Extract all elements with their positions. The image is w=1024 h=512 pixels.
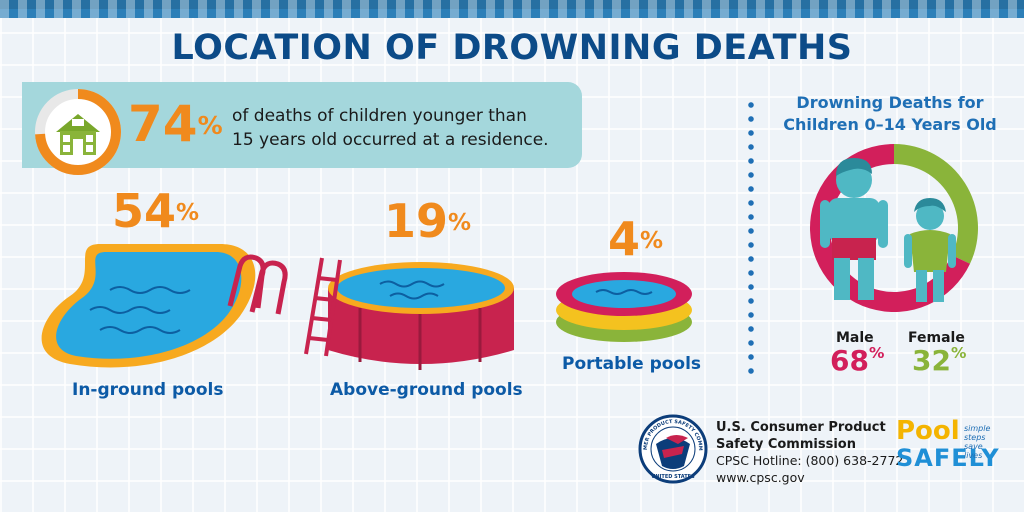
portable-label: Portable pools [562, 354, 702, 374]
house-icon [56, 114, 100, 155]
male-label: Male [836, 330, 874, 346]
residence-description: of deaths of children younger than 15 ye… [232, 106, 549, 150]
cpsc-contact-info: U.S. Consumer Product Safety Commission … [716, 420, 904, 485]
cpsc-seal-logo: CONSUMER PRODUCT SAFETY COMMISSION UNITE… [638, 414, 708, 484]
svg-text:UNITED STATES: UNITED STATES [651, 474, 695, 480]
page-title: LOCATION OF DROWNING DEATHS [171, 28, 853, 68]
pool-safely-logo: Pool simple steps save lives SAFELY [896, 416, 1000, 472]
above-ground-label: Above-ground pools [330, 380, 523, 400]
in-ground-percentage: 54% [112, 184, 200, 238]
above-ground-pool-illustration [304, 257, 514, 370]
male-percentage: 68% [830, 344, 885, 377]
gender-chart-title: Drowning Deaths for Children 0–14 Years … [783, 93, 997, 134]
female-percentage: 32% [912, 344, 967, 377]
female-label: Female [908, 330, 965, 346]
dotted-divider [748, 98, 754, 376]
residence-percentage: 74% [128, 95, 223, 153]
male-figure-icon [820, 158, 888, 300]
in-ground-pool-illustration [41, 244, 288, 368]
website-link[interactable]: www.cpsc.gov [716, 469, 805, 485]
in-ground-label: In-ground pools [72, 380, 224, 400]
tile-border-decoration [0, 0, 1024, 18]
portable-pool-illustration [556, 272, 692, 342]
female-figure-icon [904, 198, 956, 302]
gender-donut-chart [810, 144, 978, 312]
above-ground-percentage: 19% [384, 194, 472, 248]
donut-slice-female [894, 144, 978, 264]
hotline-text: CPSC Hotline: (800) 638-2772 [716, 453, 904, 468]
house-progress-ring [35, 89, 121, 175]
portable-percentage: 4% [608, 212, 664, 266]
